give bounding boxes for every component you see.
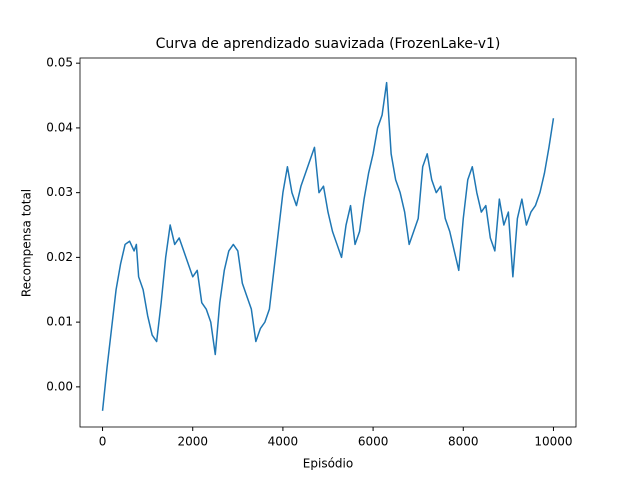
x-tick-label: 2000 — [177, 435, 208, 449]
x-tick-label: 10000 — [534, 435, 572, 449]
y-tick-label: 0.02 — [46, 250, 73, 264]
y-tick-label: 0.05 — [46, 56, 73, 70]
y-tick-label: 0.00 — [46, 379, 73, 393]
y-tick-label: 0.03 — [46, 185, 73, 199]
y-tick-label: 0.04 — [46, 120, 73, 134]
x-axis-label: Episódio — [303, 457, 353, 471]
line-series — [101, 81, 555, 411]
y-axis-label: Recompensa total — [20, 189, 34, 297]
x-tick-label: 6000 — [358, 435, 389, 449]
x-tick-label: 0 — [99, 435, 107, 449]
x-tick-label: 4000 — [268, 435, 299, 449]
chart-title: Curva de aprendizado suavizada (FrozenLa… — [156, 36, 501, 52]
x-tick-label: 8000 — [448, 435, 479, 449]
plot-frame — [79, 57, 577, 428]
y-tick-label: 0.01 — [46, 315, 73, 329]
